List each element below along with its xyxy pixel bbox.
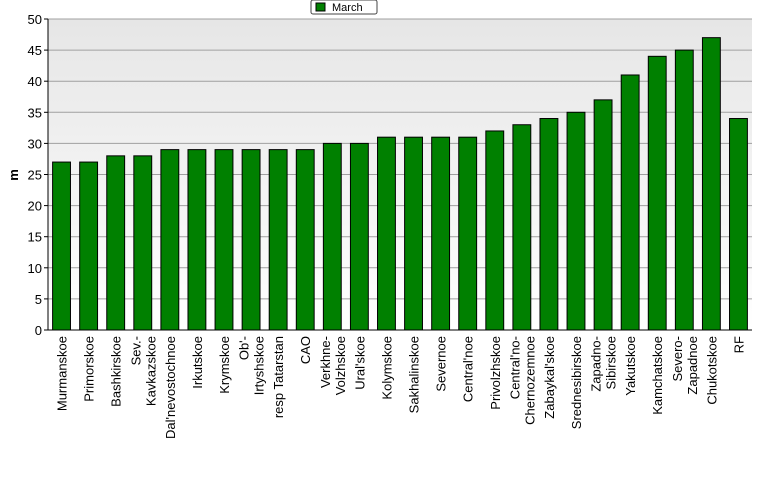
legend [310, 0, 378, 15]
bar [404, 136, 423, 331]
bar [241, 149, 261, 331]
x-tick-label: Severnoe [434, 336, 449, 392]
bar [268, 149, 288, 331]
bar [729, 118, 748, 331]
x-tick-label: Volzhskoe [333, 336, 348, 395]
y-tick-label: 45 [28, 43, 42, 58]
x-tick-label: Krymskoe [217, 336, 232, 394]
x-tick-label: Irkutskoe [190, 336, 205, 389]
x-tick-label: Verkhne- [318, 336, 333, 388]
x-tick-label: Zabaykal'skoe [542, 336, 557, 419]
y-tick-label: 10 [28, 261, 42, 276]
bar [349, 142, 369, 331]
x-tick-label: Murmanskoe [55, 336, 70, 411]
bar [539, 118, 559, 331]
y-tick-label: 35 [28, 105, 42, 120]
x-tick-label: Primorskoe [82, 336, 97, 402]
bar [79, 161, 99, 331]
x-tick-label: Zapadno- [589, 336, 604, 392]
x-tick-label: Sakhalinskoe [407, 336, 422, 413]
y-tick-label: 0 [35, 323, 42, 338]
bar [187, 149, 207, 331]
x-tick-label: Chukotskoe [704, 336, 719, 405]
bar [214, 149, 234, 331]
y-axis-label: m [6, 169, 21, 181]
x-tick-label: Kolymskoe [379, 336, 394, 400]
x-tick-label: Privolzhskoe [488, 336, 503, 410]
y-tick-label: 30 [28, 136, 42, 151]
x-tick-label: CAO [298, 336, 313, 364]
y-tick-label: 20 [28, 199, 42, 214]
bar [133, 155, 153, 331]
legend-label: March [332, 2, 363, 14]
x-tick-label: Central'noe [461, 336, 476, 402]
y-tick-label: 40 [28, 74, 42, 89]
x-tick-label: Dal'nevostochnoe [163, 336, 178, 439]
x-tick-label: resp Tatarstan [271, 336, 286, 418]
x-tick-label: Central'no- [507, 336, 522, 399]
bar [701, 37, 721, 331]
y-tick-label: 50 [28, 12, 42, 27]
bar [485, 130, 505, 331]
y-tick-label: 15 [28, 230, 42, 245]
x-tick-label: RF [731, 336, 746, 353]
bar [647, 55, 667, 331]
bar [106, 155, 126, 331]
x-tick-label: Irtyshskoe [252, 336, 267, 395]
x-tick-label: Srednesibirskoe [569, 336, 584, 429]
y-tick-label: 25 [28, 168, 42, 183]
bar [458, 136, 478, 331]
bar [593, 99, 613, 331]
x-tick-label: Ob'- [237, 336, 252, 360]
bar [322, 142, 342, 331]
x-tick-label: Sibirskoe [604, 336, 619, 389]
x-tick-label: Bashkirskoe [109, 336, 124, 407]
bar [160, 149, 180, 331]
y-tick-label: 5 [35, 292, 42, 307]
bar [52, 161, 71, 331]
legend-swatch [315, 2, 326, 12]
bar [566, 111, 586, 331]
bar [431, 136, 451, 331]
x-tick-label: Ural'skoe [352, 336, 367, 390]
bar [674, 49, 694, 331]
x-tick-label: Kamchatskoe [650, 336, 665, 415]
x-tick-label: Kavkazskoe [143, 336, 158, 406]
bar [377, 136, 396, 331]
bar [512, 124, 532, 331]
x-tick-label: Chernozemnoe [522, 336, 537, 425]
x-tick-label: Yakutskoe [623, 336, 638, 396]
bar [620, 74, 640, 331]
x-tick-label: Severo- [670, 336, 685, 382]
bar [295, 149, 315, 331]
x-tick-label: Zapadnoe [685, 336, 700, 395]
x-tick-label: Sev.- [128, 336, 143, 365]
